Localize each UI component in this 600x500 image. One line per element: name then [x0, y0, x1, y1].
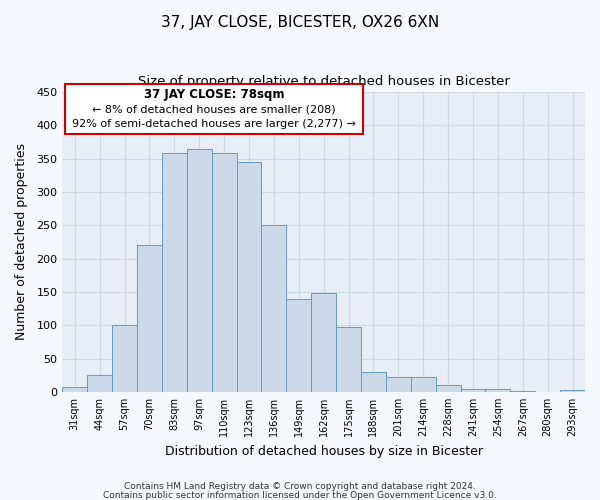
FancyBboxPatch shape	[65, 84, 363, 134]
Bar	[485, 390, 511, 392]
Text: 37, JAY CLOSE, BICESTER, OX26 6XN: 37, JAY CLOSE, BICESTER, OX26 6XN	[161, 15, 439, 30]
Bar	[560, 390, 585, 392]
Text: 92% of semi-detached houses are larger (2,277) →: 92% of semi-detached houses are larger (…	[72, 119, 356, 129]
Bar	[236, 162, 262, 392]
Bar	[137, 246, 162, 392]
Bar	[262, 226, 286, 392]
Bar	[411, 378, 436, 392]
X-axis label: Distribution of detached houses by size in Bicester: Distribution of detached houses by size …	[164, 444, 482, 458]
Bar	[461, 388, 485, 392]
Bar	[187, 148, 212, 392]
Bar	[112, 326, 137, 392]
Bar	[436, 384, 461, 392]
Text: Contains public sector information licensed under the Open Government Licence v3: Contains public sector information licen…	[103, 490, 497, 500]
Y-axis label: Number of detached properties: Number of detached properties	[15, 144, 28, 340]
Bar	[87, 376, 112, 392]
Bar	[212, 154, 236, 392]
Bar	[336, 328, 361, 392]
Bar	[311, 294, 336, 392]
Bar	[511, 390, 535, 392]
Text: 37 JAY CLOSE: 78sqm: 37 JAY CLOSE: 78sqm	[143, 88, 284, 101]
Title: Size of property relative to detached houses in Bicester: Size of property relative to detached ho…	[138, 75, 509, 88]
Text: Contains HM Land Registry data © Crown copyright and database right 2024.: Contains HM Land Registry data © Crown c…	[124, 482, 476, 491]
Bar	[286, 298, 311, 392]
Text: ← 8% of detached houses are smaller (208): ← 8% of detached houses are smaller (208…	[92, 104, 336, 114]
Bar	[162, 154, 187, 392]
Bar	[361, 372, 386, 392]
Bar	[386, 376, 411, 392]
Bar	[62, 386, 87, 392]
